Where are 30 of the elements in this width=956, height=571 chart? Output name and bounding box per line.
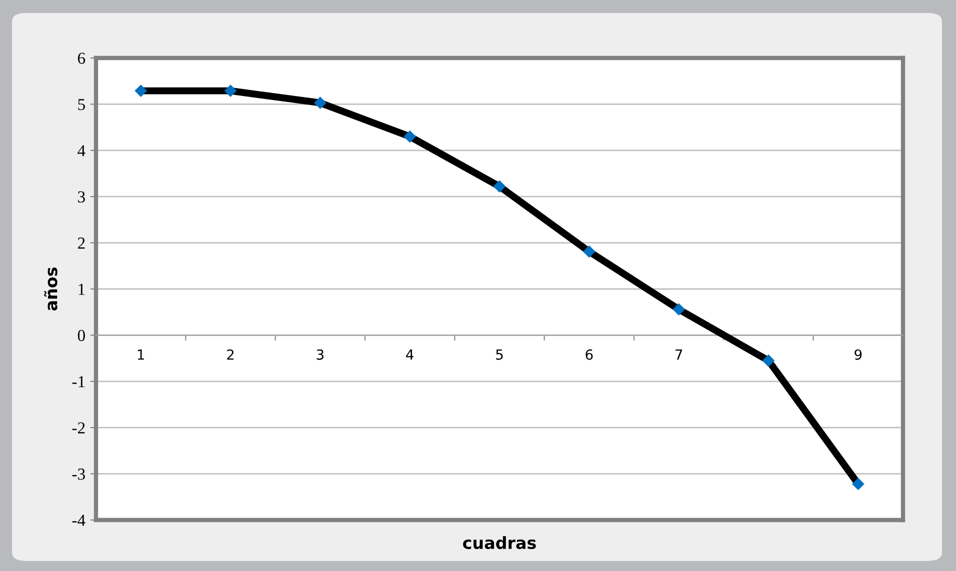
x-axis-title: cuadras — [463, 536, 536, 550]
x-tick-label: 9 — [854, 349, 862, 360]
point — [224, 84, 237, 98]
y-tick-label: 1 — [78, 284, 85, 295]
point — [582, 245, 596, 258]
y-tick-label: -3 — [72, 468, 85, 480]
y-tick-label: 2 — [78, 238, 85, 249]
y-tick-label: -1 — [72, 376, 85, 388]
y-tick-label: 6 — [78, 52, 86, 64]
y-tick-label: -2 — [72, 422, 85, 434]
point — [404, 130, 416, 143]
point — [852, 478, 864, 490]
y-tick-label: 0 — [78, 330, 85, 342]
y-axis-title: años — [44, 268, 58, 311]
x-tick-label: 1 — [138, 350, 144, 360]
y-tick-label: 5 — [78, 99, 85, 110]
x-tick-label: 5 — [496, 350, 503, 360]
x-tick-label: 3 — [316, 349, 324, 360]
x-tick-label: 6 — [586, 349, 593, 360]
x-tick-label: 7 — [676, 350, 682, 360]
point — [134, 84, 148, 98]
point — [762, 354, 775, 367]
x-tick-label: 2 — [227, 349, 234, 360]
y-tick-label: 4 — [78, 145, 86, 156]
point — [672, 303, 686, 316]
point — [314, 96, 326, 110]
y-tick-label: 3 — [78, 191, 85, 203]
x-tick-label: 4 — [406, 350, 414, 360]
point — [493, 180, 506, 193]
y-tick-label: -4 — [72, 514, 86, 526]
